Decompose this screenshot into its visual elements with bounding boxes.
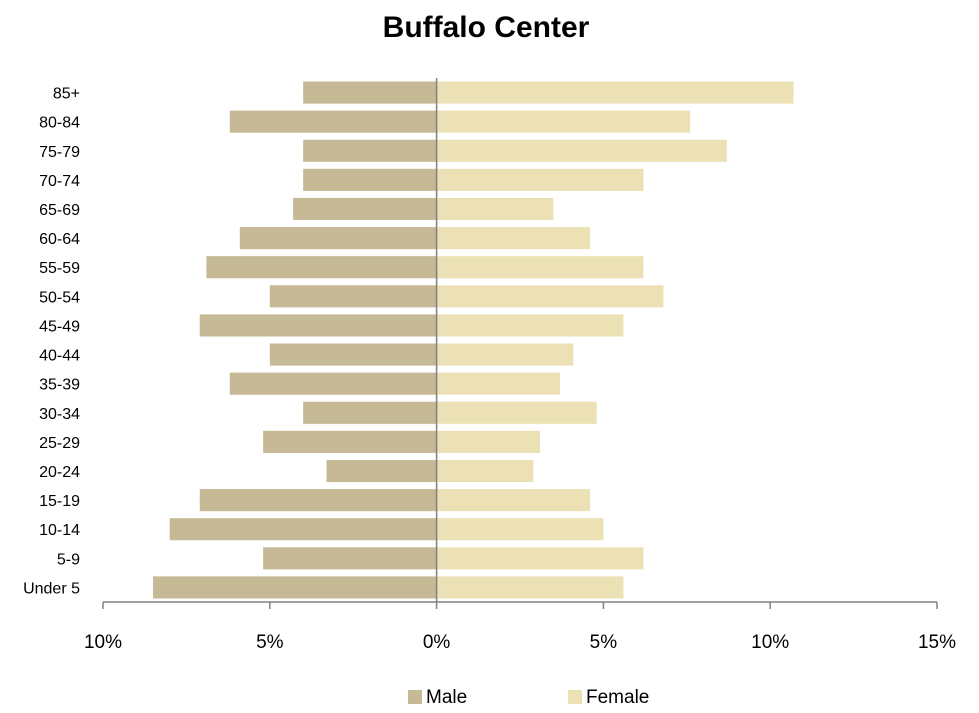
bar-female-35-39 [436,372,561,395]
chart-title: Buffalo Center [383,11,590,44]
x-tick-label: 10% [84,632,122,653]
bar-female-70-74 [436,168,644,191]
legend-female-label: Female [586,687,649,708]
bar-male-40-44 [269,343,437,366]
x-tick-label: 10% [751,632,789,653]
bar-female-50-54 [436,285,664,308]
legend-male-swatch [408,690,422,704]
bar-female-80-84 [436,110,691,133]
bar-female-30-34 [436,401,597,424]
y-tick-label: 65-69 [39,202,80,219]
bar-female-60-64 [436,227,591,250]
x-tick-label: 15% [918,632,956,653]
bars-group [153,81,794,599]
bar-male-55-59 [206,256,437,279]
y-tick-labels: Under 5 5-9 10-14 15-19 20-24 25-29 30-34 35-39… [23,86,80,598]
bar-female-under-5 [436,576,624,599]
y-tick-label: 35-39 [39,377,80,394]
y-tick-label: 30-34 [39,406,80,423]
y-tick-label: 40-44 [39,348,80,365]
bar-female-65-69 [436,197,554,221]
bar-female-20-24 [436,459,534,483]
y-tick-label: 45-49 [39,318,80,335]
bar-male-80-84 [229,110,437,133]
y-tick-label: 75-79 [39,144,80,161]
y-tick-label: 85+ [53,86,80,103]
bar-male-50-54 [269,285,437,308]
bar-female-45-49 [436,314,624,337]
bar-male-30-34 [303,401,437,424]
bar-female-25-29 [436,430,541,453]
y-tick-label: 20-24 [39,464,80,481]
bar-male-25-29 [263,430,437,453]
bar-female-55-59 [436,256,644,279]
legend-female-swatch [568,690,582,704]
bar-male-85- [303,81,437,104]
bar-male-45-49 [199,314,437,337]
bar-male-65-69 [293,197,437,221]
x-tick-label: 0% [423,632,451,653]
y-tick-label: 25-29 [39,435,80,452]
y-tick-label: 60-64 [39,231,80,248]
bar-male-75-79 [303,139,437,162]
bar-female-15-19 [436,489,591,512]
bar-male-60-64 [239,227,437,250]
y-tick-label: 70-74 [39,173,80,190]
bar-female-85- [436,81,794,104]
bar-female-40-44 [436,343,574,366]
bar-male-5-9 [263,547,437,570]
y-tick-label: 50-54 [39,289,80,306]
y-tick-label: Under 5 [23,580,80,597]
legend: Male Female [408,687,649,708]
bar-male-20-24 [326,459,437,483]
bar-male-under-5 [153,576,437,599]
x-axis: 10% 5% 0% 5% 10% 15% [84,78,956,653]
y-tick-label: 80-84 [39,115,80,132]
bar-male-10-14 [169,518,437,541]
bar-female-10-14 [436,518,604,541]
y-tick-label: 15-19 [39,493,80,510]
y-tick-label: 5-9 [57,551,80,568]
x-tick-label: 5% [590,632,618,653]
legend-male-label: Male [426,687,467,708]
bar-male-15-19 [199,489,437,512]
bar-female-75-79 [436,139,727,162]
y-tick-label: 55-59 [39,260,80,277]
bar-female-5-9 [436,547,644,570]
bar-male-35-39 [229,372,437,395]
bar-male-70-74 [303,168,437,191]
y-tick-label: 10-14 [39,522,80,539]
x-tick-label: 5% [256,632,284,653]
